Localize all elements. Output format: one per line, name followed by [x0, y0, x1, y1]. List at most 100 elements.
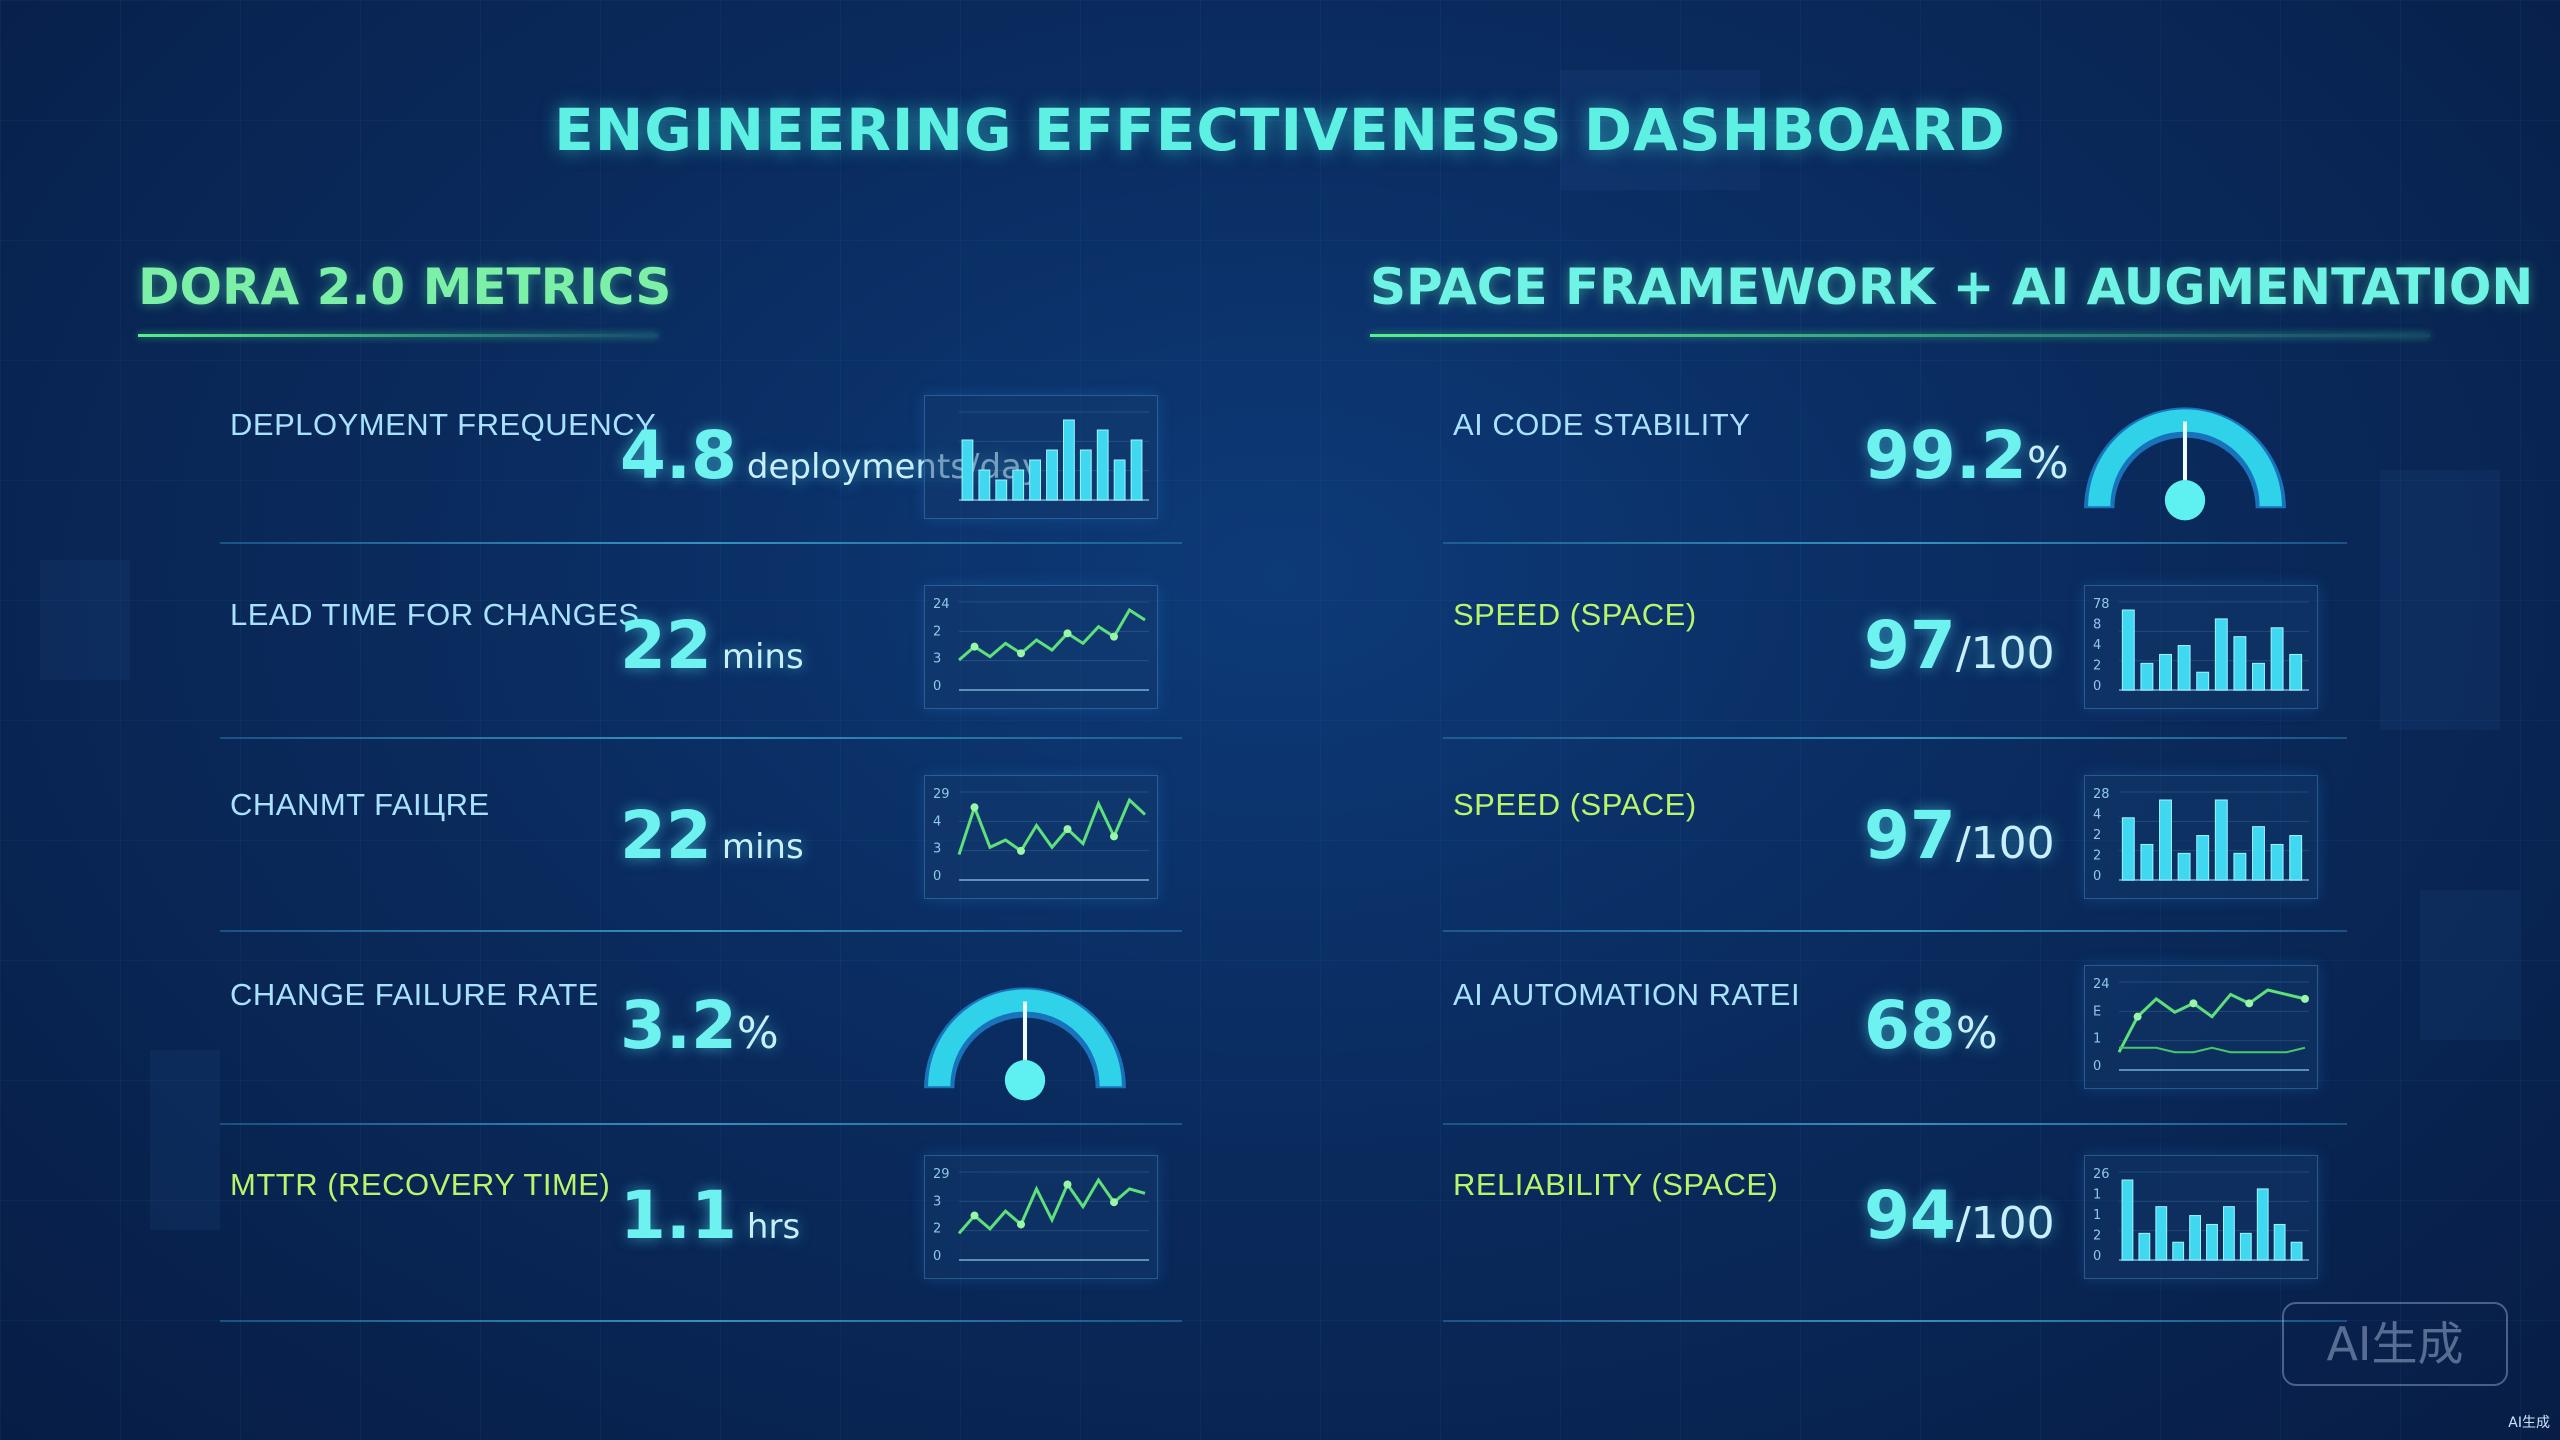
dora-section-title: DORA 2.0 METRICS [138, 258, 672, 316]
bar [2196, 671, 2210, 691]
bar [2239, 1232, 2252, 1261]
space-section-underline [1370, 334, 2430, 337]
dora-section-underline [138, 334, 658, 337]
line-point [970, 1211, 979, 1220]
bar [2270, 843, 2284, 881]
metric-number: 99.2 [1864, 417, 2027, 494]
bg-block [150, 1050, 220, 1230]
metric-unit: /100 [1955, 628, 2055, 679]
metric-value: 97/100 [1864, 607, 2055, 684]
metric-value: 1.1 hrs [620, 1177, 800, 1254]
bar [2121, 609, 2135, 691]
metric-number: 3.2 [620, 987, 737, 1064]
space-section-title: SPACE FRAMEWORK + AI AUGMENTATION [1370, 258, 2534, 316]
metric-value: 68% [1864, 987, 1998, 1064]
metric-value: 3.2% [620, 987, 779, 1064]
bar [1012, 469, 1025, 501]
line-series [2117, 988, 2306, 1053]
bar [2289, 835, 2303, 881]
axis-tick-label: E [2093, 1004, 2101, 1019]
axis-tick-label: 2 [2093, 828, 2101, 843]
metric-value: 22 mins [620, 797, 804, 874]
line-point [1063, 1180, 1072, 1189]
bar [1113, 459, 1126, 501]
axis-tick-label: 2 [2093, 659, 2101, 674]
bar [2177, 645, 2191, 691]
bar [1079, 449, 1092, 501]
bar [2233, 636, 2247, 691]
axis-tick-label: 29 [933, 1167, 950, 1182]
bar [2140, 662, 2154, 691]
row-divider [220, 737, 1182, 739]
bar [2121, 817, 2135, 881]
metric-value: 22 mins [620, 607, 804, 684]
chart-panel-left-4: 29 3 2 0 [924, 1155, 1158, 1279]
metric-unit: mins [721, 637, 804, 677]
chart-panel-right-2: 28 4 2 2 0 [2084, 775, 2318, 899]
line-point [2133, 1012, 2142, 1021]
bg-block [2380, 470, 2500, 730]
row-divider [1443, 1320, 2347, 1322]
metric-unit: % [2026, 438, 2069, 489]
metric-unit: mins [721, 827, 804, 867]
bar [2252, 826, 2265, 881]
chart-panel-left-2: 29 4 3 0 [924, 775, 1158, 899]
axis-tick-label: 24 [933, 597, 950, 612]
bar [1029, 459, 1042, 501]
bar [2206, 1223, 2218, 1261]
bar [2214, 799, 2228, 881]
line-point [1017, 649, 1025, 658]
bg-block [40, 560, 130, 680]
gauge-right-0-hub [2164, 480, 2206, 521]
bar [995, 479, 1008, 501]
bar [2177, 852, 2191, 881]
line-point [1110, 632, 1118, 641]
dashboard-title: ENGINEERING EFFECTIVENESS DASHBOARD [554, 96, 2006, 164]
ai-generated-watermark: AI生成 [2282, 1302, 2508, 1386]
metric-label: AI CODE STABILITY [1453, 407, 1751, 442]
metric-unit: deployments/day [746, 447, 1042, 487]
axis-tick-label: 0 [2093, 869, 2101, 884]
metric-number: 68 [1864, 987, 1956, 1064]
line-point [1063, 825, 1072, 834]
line-point [1017, 1220, 1025, 1229]
line-point [2245, 999, 2254, 1008]
row-divider [220, 930, 1182, 932]
axis-tick-label: 3 [933, 1194, 941, 1209]
bar [2289, 653, 2303, 691]
axis-tick-label: 0 [933, 679, 941, 694]
metric-value: 97/100 [1864, 797, 2055, 874]
metric-number: 4.8 [620, 417, 737, 494]
metric-unit: % [1955, 1008, 1998, 1059]
axis-tick-label: 4 [933, 814, 941, 829]
axis-tick-label: 2 [933, 624, 941, 639]
bar [1046, 449, 1058, 501]
row-divider [220, 1320, 1182, 1322]
line-series [957, 1177, 1146, 1235]
metric-unit: /100 [1955, 1198, 2055, 1249]
axis-tick-label: 2 [933, 1222, 941, 1237]
axis-tick-label: 8 [2093, 618, 2101, 633]
bar [2159, 799, 2172, 881]
bar [2140, 843, 2154, 881]
metric-label: DEPLOYMENT FREQUENCY [230, 407, 657, 442]
bar [1062, 419, 1075, 501]
metric-label: MTTR (RECOVERY TIME) [230, 1167, 611, 1202]
gauge-right-0 [2074, 387, 2296, 525]
metric-unit: hrs [746, 1207, 801, 1247]
bar [1096, 429, 1109, 501]
axis-tick-label: 0 [2093, 679, 2101, 694]
bar [2256, 1188, 2269, 1261]
bar [2172, 1241, 2185, 1261]
metric-number: 94 [1864, 1177, 1956, 1254]
bar [2273, 1223, 2286, 1261]
bar [2252, 662, 2265, 691]
metric-number: 97 [1864, 607, 1956, 684]
row-divider [1443, 930, 2347, 932]
line-point [1017, 846, 1025, 855]
axis-tick-label: 1 [2093, 1188, 2101, 1203]
metric-number: 1.1 [620, 1177, 737, 1254]
bg-block [2420, 890, 2520, 1040]
bar [2121, 1179, 2134, 1261]
line-point [1110, 832, 1118, 841]
